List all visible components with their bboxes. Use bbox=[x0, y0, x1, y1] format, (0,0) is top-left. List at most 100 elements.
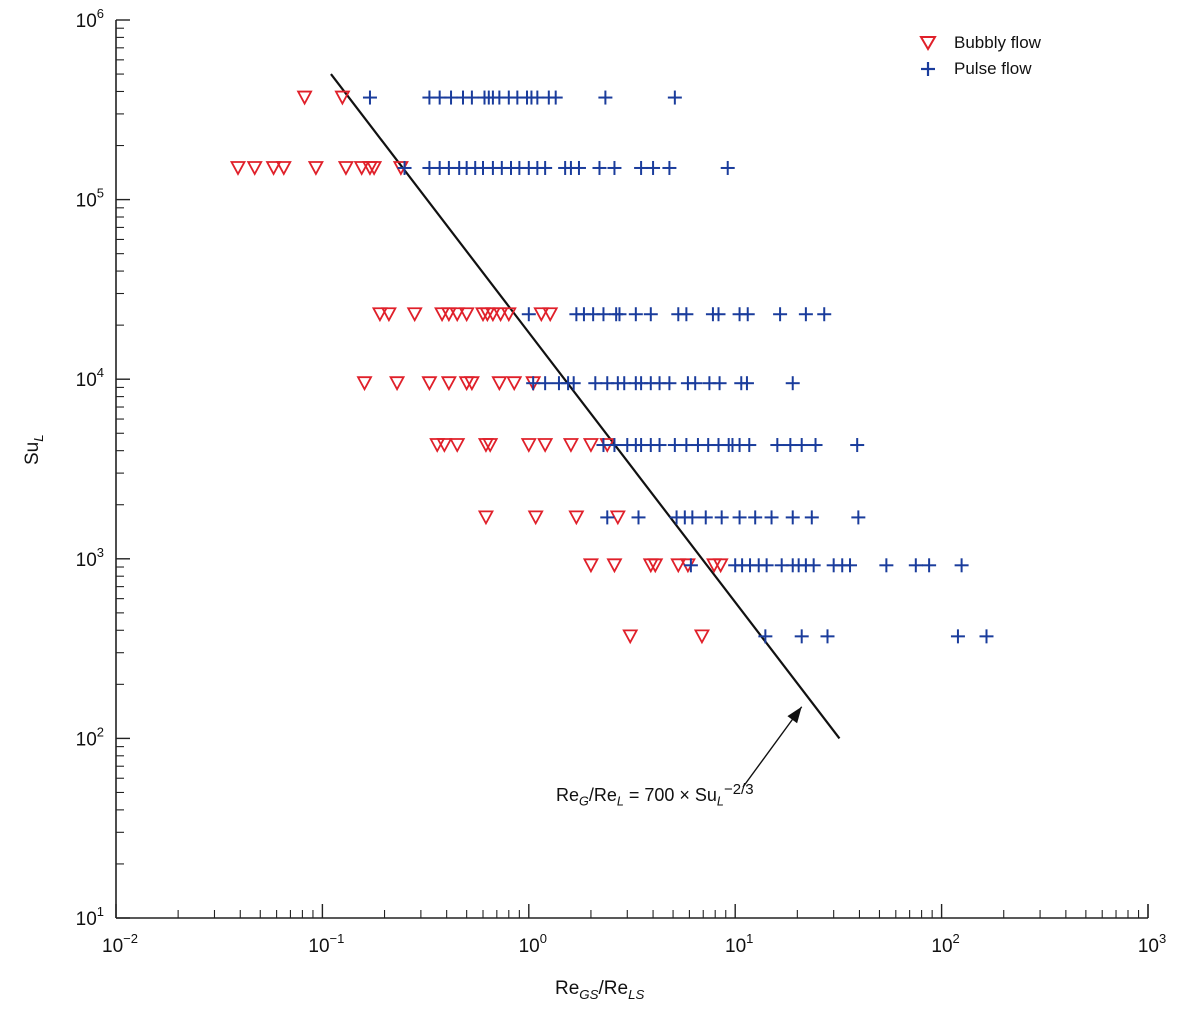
pulse-flow-point bbox=[794, 438, 809, 453]
x-tick-label-exponent: 1 bbox=[746, 931, 753, 946]
x-tick-label-exponent: −2 bbox=[123, 931, 138, 946]
x-title-sub-1: GS bbox=[579, 986, 599, 1002]
pulse-flow-point bbox=[758, 629, 773, 644]
pulse-flow-point bbox=[979, 629, 994, 644]
fit-line-annotation: ReG/ReL = 700 × SuL−2/3 bbox=[556, 781, 754, 809]
pulse-flow-point bbox=[588, 376, 603, 391]
annotation-arrow-shaft bbox=[742, 706, 803, 788]
bubbly-flow-point bbox=[337, 161, 354, 176]
pulse-flow-point bbox=[607, 160, 622, 175]
pulse-flow-point bbox=[770, 438, 785, 453]
annotation-part-3: = 700 × Su bbox=[623, 785, 717, 805]
fit-line bbox=[330, 73, 841, 740]
pulse-flow-point bbox=[843, 558, 858, 573]
bubbly-flow-point bbox=[533, 307, 550, 323]
pulse-flow-point bbox=[598, 90, 613, 105]
annotation-part-1: Re bbox=[556, 785, 580, 805]
bubbly-flow-point bbox=[371, 307, 388, 323]
bubbly-flow-point bbox=[307, 161, 324, 176]
bubbly-flow-point bbox=[275, 161, 292, 176]
pulse-flow-point bbox=[740, 307, 755, 322]
y-tick-label-base: 10 bbox=[76, 11, 97, 32]
pulse-flow-point bbox=[748, 510, 763, 525]
pulse-flow-point bbox=[444, 90, 459, 105]
bubbly-flow-point bbox=[334, 90, 351, 106]
data-points bbox=[229, 90, 994, 645]
bubbly-flow-point bbox=[477, 510, 494, 526]
x-tick-label-base: 10 bbox=[725, 936, 746, 957]
pulse-flow-point bbox=[806, 558, 821, 573]
bubbly-flow-point bbox=[712, 558, 729, 574]
x-tick-label: 10−2 bbox=[102, 931, 138, 957]
y-tick-label: 106 bbox=[76, 6, 104, 32]
bubbly-flow-point bbox=[582, 558, 599, 574]
bubbly-flow-point bbox=[482, 438, 499, 453]
pulse-flow-point bbox=[600, 510, 615, 525]
pulse-flow-point bbox=[798, 307, 813, 322]
bubbly-flow-point bbox=[246, 161, 263, 176]
pulse-flow-point bbox=[954, 558, 969, 573]
bubbly-flow-point bbox=[568, 510, 585, 526]
pulse-flow-point bbox=[820, 629, 835, 644]
bubbly-flow-point bbox=[693, 629, 710, 645]
pulse-flow-point bbox=[571, 160, 586, 175]
bubbly-flow-point bbox=[449, 438, 466, 453]
legend-label-bubbly: Bubbly flow bbox=[954, 33, 1041, 52]
pulse-flow-point bbox=[464, 90, 479, 105]
x-tick-label-base: 10 bbox=[308, 936, 329, 957]
pulse-flow-point bbox=[685, 510, 700, 525]
pulse-flow-point bbox=[688, 376, 703, 391]
pulse-flow-point bbox=[879, 558, 894, 573]
pulse-flow-point bbox=[698, 510, 713, 525]
pulse-flow-point bbox=[538, 376, 553, 391]
bubbly-flow-point bbox=[484, 307, 501, 323]
bubbly-flow-point bbox=[622, 629, 639, 645]
y-tick-label-base: 10 bbox=[76, 550, 97, 571]
bubbly-flow-point bbox=[436, 438, 453, 453]
x-tick-label-base: 10 bbox=[102, 936, 123, 957]
bubbly-flow-point bbox=[440, 376, 457, 392]
bubbly-flow-point bbox=[492, 307, 509, 323]
pulse-flow-point bbox=[607, 438, 622, 453]
x-tick-label-base: 10 bbox=[519, 936, 540, 957]
y-tick-label-exponent: 4 bbox=[97, 365, 104, 380]
pulse-flow-point bbox=[804, 510, 819, 525]
x-tick-label: 101 bbox=[725, 931, 753, 957]
pulse-flow-point bbox=[950, 629, 965, 644]
y-axis-title: SuL bbox=[2, 434, 46, 465]
legend-item-bubbly: Bubbly flow bbox=[918, 30, 1041, 56]
y-tick-label: 101 bbox=[76, 904, 104, 930]
y-tick-label-exponent: 3 bbox=[97, 545, 104, 560]
bubbly-flow-point bbox=[562, 438, 579, 453]
x-tick-label-exponent: −1 bbox=[330, 931, 345, 946]
pulse-flow-point bbox=[538, 160, 553, 175]
x-tick-label: 103 bbox=[1138, 931, 1166, 957]
tick-marks bbox=[115, 19, 1149, 919]
pulse-flow-point bbox=[634, 160, 649, 175]
bubbly-flow-point bbox=[366, 161, 383, 176]
plus-icon bbox=[921, 62, 935, 76]
y-title-sub-1: L bbox=[30, 434, 46, 442]
bubbly-flow-point bbox=[609, 510, 626, 526]
bubbly-flow-point bbox=[406, 307, 423, 323]
triangle-down-icon bbox=[919, 36, 937, 51]
y-tick-label: 102 bbox=[76, 724, 104, 750]
bubbly-flow-point bbox=[265, 161, 282, 176]
bubbly-flow-point bbox=[421, 376, 438, 392]
bubbly-flow-point bbox=[463, 376, 480, 392]
bubbly-flow-point bbox=[606, 558, 623, 574]
y-tick-label-exponent: 2 bbox=[97, 724, 104, 739]
x-tick-label-exponent: 2 bbox=[953, 931, 960, 946]
pulse-flow-point bbox=[808, 438, 823, 453]
y-tick-label: 103 bbox=[76, 545, 104, 571]
pulse-flow-point bbox=[362, 90, 377, 105]
pulse-flow-point bbox=[817, 307, 832, 322]
y-tick-label-base: 10 bbox=[76, 729, 97, 750]
legend-label-pulse: Pulse flow bbox=[954, 59, 1032, 78]
annotation-sub-1: G bbox=[579, 794, 589, 809]
pulse-flow-point bbox=[628, 307, 643, 322]
bubbly-flow-point bbox=[440, 307, 457, 323]
pulse-flow-point bbox=[526, 376, 541, 391]
